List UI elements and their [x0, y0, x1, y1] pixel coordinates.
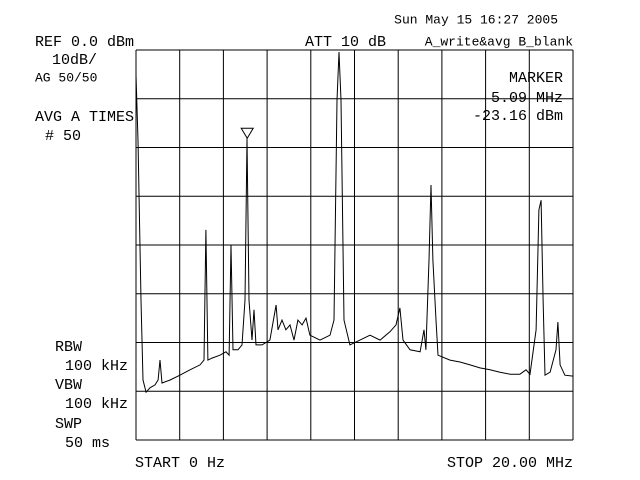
vbw: 100 kHz: [65, 396, 128, 413]
marker-level: -23.16 dBm: [473, 108, 563, 125]
date: Sun May 15 16:27 2005: [394, 12, 558, 27]
start-freq: START 0 Hz: [135, 455, 225, 472]
rbw-label: RBW: [55, 339, 82, 356]
rbw: 100 kHz: [65, 358, 128, 375]
stop-freq: STOP 20.00 MHz: [447, 455, 573, 472]
marker-title: MARKER: [509, 70, 563, 87]
ag: AG 50/50: [35, 70, 97, 85]
avg: AVG A TIMES: [35, 109, 134, 126]
swp: 50 ms: [65, 435, 110, 452]
trace: [135, 51, 574, 394]
avg-count: # 50: [45, 128, 81, 145]
vbw-label: VBW: [55, 377, 82, 394]
trace-mode: A_write&avg B_blank: [425, 34, 573, 49]
ref-level: REF 0.0 dBm: [35, 34, 134, 51]
attenuation: ATT 10 dB: [305, 34, 386, 51]
swp-label: SWP: [55, 416, 82, 433]
marker: [240, 127, 255, 140]
scale: 10dB/: [52, 52, 97, 69]
